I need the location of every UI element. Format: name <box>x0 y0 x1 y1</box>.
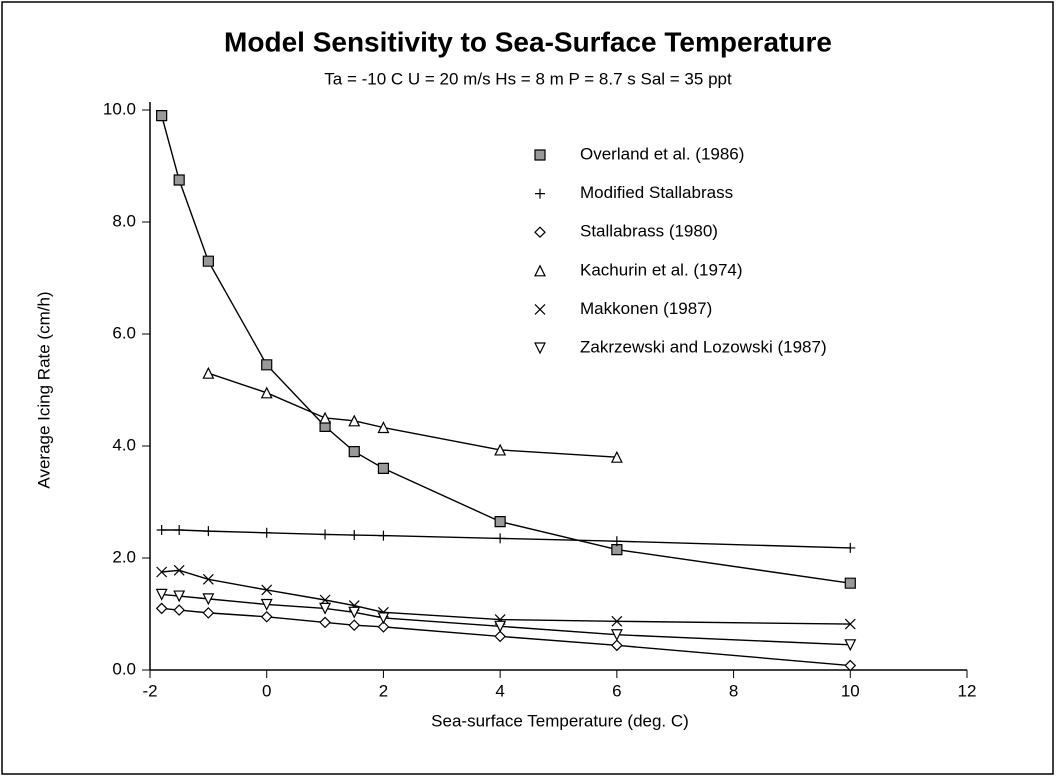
marker <box>610 450 623 463</box>
marker <box>155 588 168 601</box>
y-tick-label: 2.0 <box>112 547 136 566</box>
marker <box>611 639 623 652</box>
marker <box>844 659 857 672</box>
legend-label: Kachurin et al. (1974) <box>580 260 743 279</box>
marker <box>348 606 361 619</box>
marker <box>173 590 186 603</box>
marker <box>349 530 360 541</box>
marker <box>320 529 331 540</box>
marker <box>319 616 331 629</box>
x-tick-label: 4 <box>495 681 504 700</box>
y-tick-label: 6.0 <box>112 323 136 342</box>
series-line <box>160 115 851 584</box>
marker <box>319 411 332 424</box>
marker <box>378 530 389 541</box>
marker <box>611 544 623 556</box>
series-line <box>161 529 851 549</box>
series-line <box>161 593 851 646</box>
y-tick-label: 0.0 <box>112 659 136 678</box>
marker <box>534 342 546 355</box>
marker <box>611 615 623 627</box>
marker <box>845 542 856 553</box>
marker <box>155 602 168 615</box>
series-line <box>161 569 851 625</box>
marker <box>348 619 361 632</box>
x-tick-label: 8 <box>729 681 738 700</box>
legend-label: Makkonen (1987) <box>580 299 712 318</box>
y-tick-label: 4.0 <box>112 435 136 454</box>
marker <box>377 462 390 474</box>
legend-label: Overland et al. (1986) <box>580 144 744 163</box>
marker <box>261 584 273 596</box>
marker <box>844 577 856 589</box>
y-tick-label: 8.0 <box>112 211 136 230</box>
marker <box>173 174 185 186</box>
x-tick-label: 10 <box>841 681 860 700</box>
series-line <box>161 607 851 667</box>
marker <box>261 359 273 371</box>
marker <box>494 443 507 456</box>
marker <box>261 527 272 538</box>
marker <box>534 149 546 161</box>
legend-label: Modified Stallabrass <box>580 183 733 202</box>
marker <box>202 607 215 619</box>
marker <box>203 526 214 537</box>
marker <box>156 566 168 578</box>
marker <box>494 620 507 633</box>
x-tick-label: 6 <box>612 681 621 700</box>
marker <box>156 525 167 535</box>
marker <box>260 598 273 611</box>
chart-subtitle: Ta = -10 C U = 20 m/s Hs = 8 m P = 8.7 s… <box>324 69 732 88</box>
marker <box>377 421 390 434</box>
y-tick-label: 10.0 <box>103 99 136 118</box>
marker <box>844 639 857 652</box>
marker <box>348 414 361 427</box>
x-tick-label: 2 <box>379 681 388 700</box>
chart-title: Model Sensitivity to Sea-Surface Tempera… <box>224 26 832 57</box>
marker <box>494 516 506 528</box>
marker <box>173 564 185 576</box>
x-tick-label: 12 <box>958 681 977 700</box>
marker <box>174 525 185 535</box>
marker <box>534 264 546 277</box>
marker <box>377 612 390 625</box>
marker <box>319 602 332 615</box>
marker <box>173 604 186 616</box>
marker <box>610 629 623 642</box>
marker <box>348 446 360 458</box>
marker <box>534 303 546 315</box>
marker <box>611 536 622 547</box>
x-tick-label: -2 <box>142 681 157 700</box>
marker <box>494 630 506 643</box>
x-axis-label: Sea-surface Temperature (deg. C) <box>431 711 689 730</box>
marker <box>844 618 856 630</box>
marker <box>377 621 390 633</box>
marker <box>202 255 214 267</box>
marker <box>260 610 273 623</box>
legend-label: Zakrzewski and Lozowski (1987) <box>580 337 827 356</box>
marker <box>260 386 273 399</box>
marker <box>495 533 506 544</box>
legend-label: Stallabrass (1980) <box>580 222 718 241</box>
y-axis-label: Average Icing Rate (cm/h) <box>34 291 53 488</box>
marker <box>156 110 168 122</box>
marker <box>202 593 215 606</box>
marker <box>202 366 215 379</box>
marker <box>535 188 545 199</box>
marker <box>202 573 214 585</box>
x-tick-label: 0 <box>262 681 271 700</box>
marker <box>534 226 546 239</box>
